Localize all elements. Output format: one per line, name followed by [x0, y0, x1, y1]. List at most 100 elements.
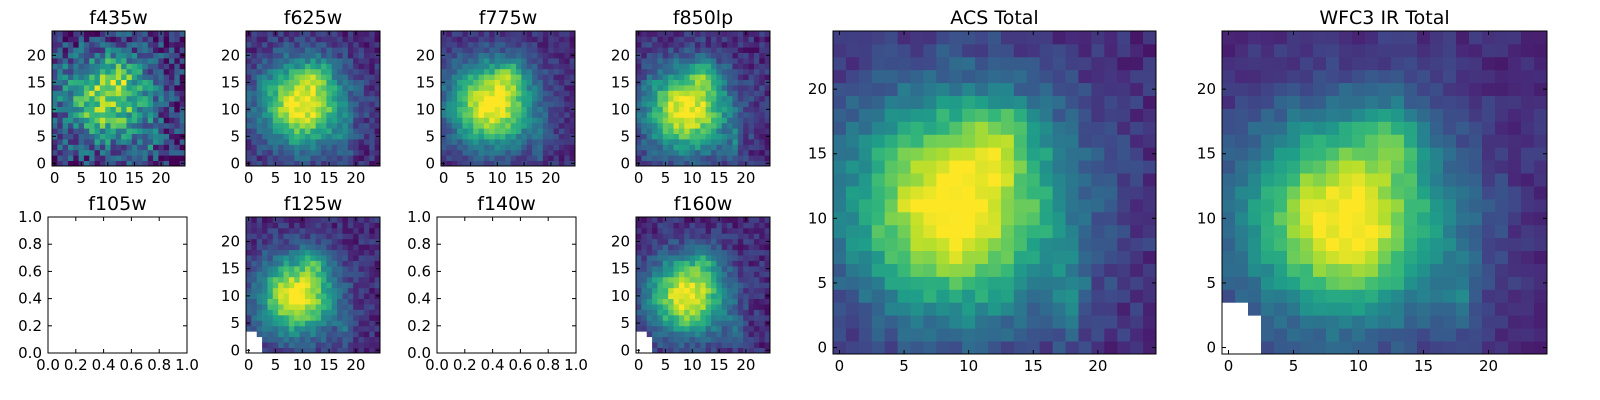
heatmap-cell	[1326, 121, 1340, 135]
heatmap-cell	[1130, 95, 1144, 109]
heatmap-cell	[1404, 43, 1418, 58]
heatmap-cell	[657, 320, 664, 327]
y-tick-label: 0.6	[18, 262, 42, 280]
heatmap-cell	[897, 69, 911, 84]
heatmap-cell	[753, 304, 760, 310]
heatmap-cell	[962, 95, 976, 109]
heatmap-cell	[1430, 211, 1444, 226]
heatmap-cell	[1495, 341, 1509, 355]
heatmap-cell	[641, 58, 648, 64]
heatmap-cell	[1339, 82, 1353, 96]
heatmap-cell	[326, 149, 333, 156]
heatmap-cell	[678, 36, 685, 43]
x-tick-label: 10	[293, 356, 312, 374]
heatmap-cell	[1482, 263, 1496, 277]
heatmap-cell	[262, 41, 268, 48]
heatmap-cell	[505, 112, 512, 118]
heatmap-cell	[684, 85, 690, 91]
heatmap-cell	[1274, 121, 1288, 135]
heatmap-cell	[505, 149, 512, 156]
x-tick-label: 0.4	[92, 356, 116, 374]
heatmap-cell	[858, 276, 873, 290]
heatmap-cell	[1482, 95, 1496, 109]
heatmap-cell	[764, 31, 771, 37]
heatmap-cell	[315, 222, 322, 229]
heatmap-cell	[678, 31, 685, 37]
heatmap-cell	[174, 63, 181, 70]
heatmap-cell	[1521, 289, 1535, 303]
heatmap-cell	[537, 79, 544, 86]
heatmap-cell	[457, 155, 463, 161]
heatmap-cell	[1313, 211, 1327, 226]
heatmap-cell	[694, 117, 701, 124]
heatmap-cell	[363, 63, 370, 70]
heatmap-cell	[668, 36, 674, 43]
heatmap-cell	[299, 79, 306, 86]
heatmap-cell	[272, 117, 279, 124]
heatmap-cell	[1430, 82, 1444, 96]
heatmap-cell	[374, 255, 381, 261]
heatmap-cell	[721, 314, 728, 321]
heatmap-cell	[1378, 173, 1392, 187]
heatmap-cell	[652, 41, 658, 48]
heatmap-cell	[89, 68, 95, 75]
heatmap-cell	[1000, 263, 1015, 277]
heatmap-cell	[310, 255, 317, 261]
heatmap-cell	[510, 58, 517, 64]
heatmap-cell	[353, 336, 359, 343]
x-tick-label: 20	[736, 169, 755, 187]
heatmap-cell	[441, 101, 447, 107]
heatmap-cell	[727, 155, 733, 161]
heatmap-cell	[337, 222, 343, 229]
heatmap-cell	[700, 31, 707, 37]
heatmap-cell	[558, 117, 565, 124]
heatmap-cell	[884, 147, 898, 161]
heatmap-cell	[558, 90, 565, 97]
heatmap-cell	[179, 144, 186, 151]
heatmap-cell	[1469, 263, 1483, 277]
heatmap-cell	[1026, 173, 1041, 187]
heatmap-cell	[489, 144, 495, 151]
heatmap-cell	[294, 144, 300, 151]
heatmap-cell	[516, 117, 522, 124]
heatmap-cell	[1000, 276, 1015, 290]
heatmap-cell	[494, 117, 501, 124]
heatmap-cell	[462, 95, 469, 102]
heatmap-cell	[363, 217, 370, 223]
heatmap-cell	[89, 133, 95, 140]
heatmap-cell	[1391, 147, 1405, 161]
heatmap-cell	[288, 41, 295, 48]
heatmap-cell	[1130, 134, 1144, 148]
heatmap-cell	[331, 41, 338, 48]
heatmap-cell	[516, 58, 522, 64]
heatmap-cell	[542, 63, 549, 70]
heatmap-cell	[949, 198, 963, 213]
heatmap-cell	[1365, 315, 1379, 329]
heatmap-cell	[564, 149, 571, 156]
heatmap-cell	[684, 122, 690, 129]
heatmap-cell	[1521, 121, 1535, 135]
heatmap-cell	[636, 144, 642, 151]
heatmap-cell	[753, 282, 760, 289]
heatmap-cell	[1508, 56, 1522, 71]
heatmap-cell	[1313, 147, 1327, 161]
heatmap-cell	[641, 52, 648, 59]
heatmap-cell	[94, 36, 101, 43]
heatmap-cell	[700, 336, 707, 343]
heatmap-cell	[363, 227, 370, 234]
heatmap-cell	[1235, 121, 1249, 135]
heatmap-cell	[1313, 263, 1327, 277]
heatmap-cell	[283, 74, 290, 80]
heatmap-cell	[1430, 43, 1444, 58]
heatmap-cell	[78, 85, 85, 91]
heatmap-cell	[1430, 198, 1444, 213]
heatmap-cell	[1026, 160, 1041, 174]
heatmap-cell	[505, 58, 512, 64]
heatmap-cell	[689, 74, 696, 80]
heatmap-cell	[315, 233, 322, 240]
heatmap-cell	[1248, 263, 1262, 277]
heatmap-cell	[288, 282, 295, 289]
heatmap-cell	[1352, 315, 1366, 329]
heatmap-cell	[142, 112, 149, 118]
